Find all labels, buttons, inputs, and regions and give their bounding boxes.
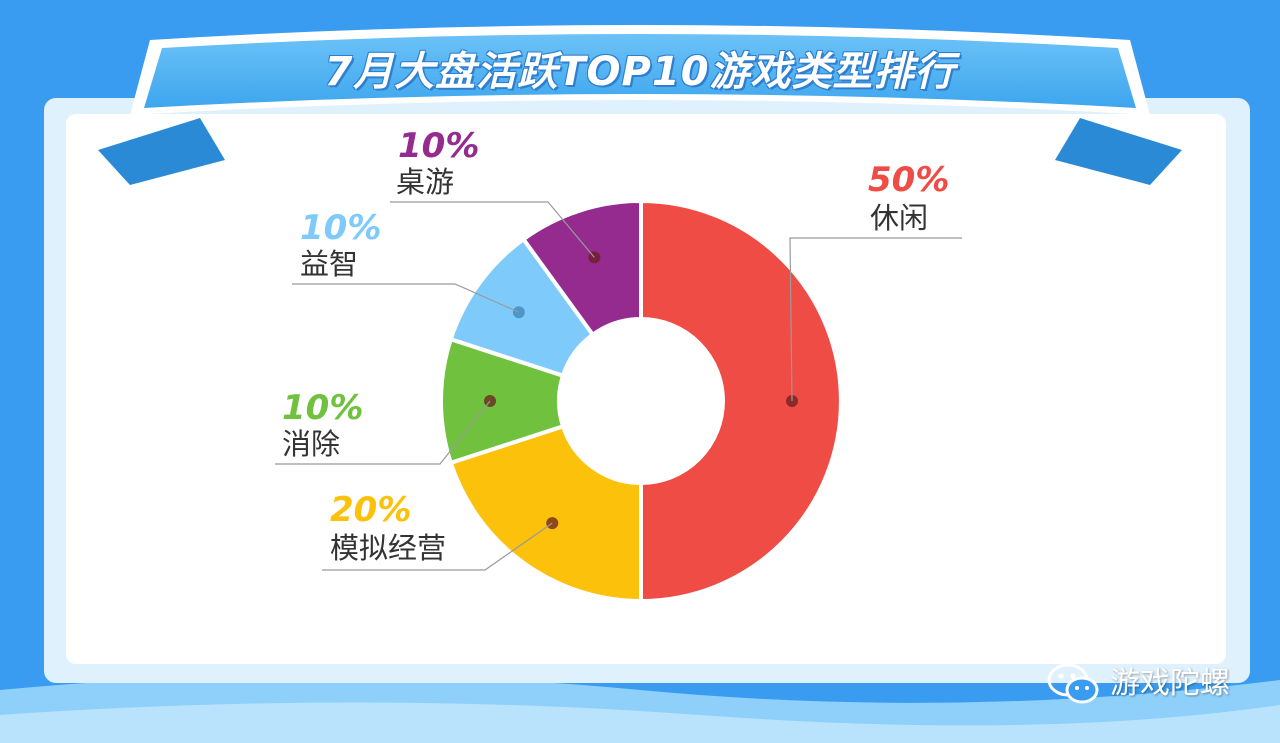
leader-line-休闲 bbox=[789, 237, 962, 402]
slice-category-label-模拟经营: 模拟经营 bbox=[330, 531, 447, 565]
slice-value-label-益智: 10% bbox=[300, 208, 382, 248]
leader-lines bbox=[275, 201, 962, 571]
leader-line-模拟经营 bbox=[322, 522, 553, 571]
leader-line-消除 bbox=[275, 400, 491, 465]
slice-value-label-休闲: 50% bbox=[868, 160, 950, 200]
slice-category-label-益智: 益智 bbox=[300, 247, 359, 281]
chart-title: 7月大盘活跃TOP10游戏类型排行 bbox=[324, 49, 956, 95]
slice-category-label-消除: 消除 bbox=[282, 427, 341, 461]
donut-slice-桌游 bbox=[520, 198, 643, 338]
leader-line-益智 bbox=[292, 283, 520, 313]
donut-slice-模拟经营 bbox=[448, 423, 643, 604]
slice-value-label-模拟经营: 20% bbox=[330, 490, 412, 530]
watermark: 游戏陀螺 bbox=[1046, 662, 1230, 706]
slice-value-label-桌游: 10% bbox=[398, 126, 480, 166]
watermark-text: 游戏陀螺 bbox=[1110, 666, 1230, 701]
leader-line-桌游 bbox=[390, 201, 595, 258]
slice-category-label-桌游: 桌游 bbox=[396, 165, 455, 199]
slice-value-label-消除: 10% bbox=[282, 388, 364, 428]
chart-panel bbox=[66, 114, 1226, 664]
wechat-icon bbox=[1047, 663, 1099, 704]
title-banner bbox=[144, 34, 1136, 108]
slice-category-label-休闲: 休闲 bbox=[870, 201, 929, 235]
